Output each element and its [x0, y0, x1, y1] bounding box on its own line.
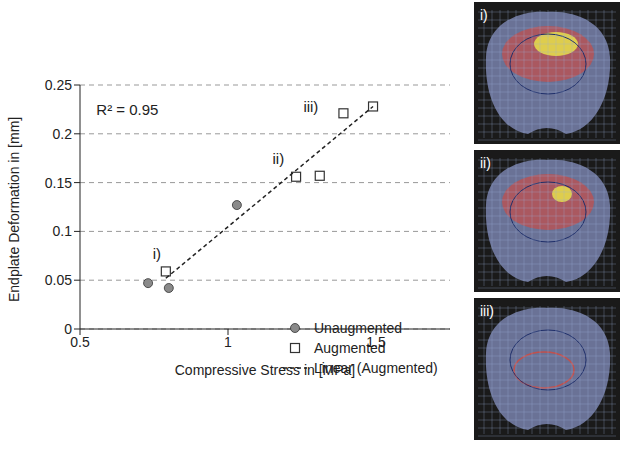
svg-text:iii): iii) — [480, 303, 494, 319]
svg-text:iii): iii) — [303, 98, 318, 115]
svg-text:0.2: 0.2 — [53, 126, 73, 142]
svg-text:0.25: 0.25 — [45, 77, 72, 93]
svg-text:0: 0 — [64, 321, 72, 337]
svg-text:1.5: 1.5 — [366, 334, 386, 350]
svg-text:R² = 0.95: R² = 0.95 — [96, 101, 158, 118]
svg-text:0.15: 0.15 — [45, 175, 72, 191]
svg-text:ii): ii) — [480, 155, 491, 171]
svg-text:Compressive Stress in [MPa]: Compressive Stress in [MPa] — [175, 362, 356, 378]
svg-text:1: 1 — [224, 334, 232, 350]
svg-text:i): i) — [153, 245, 161, 262]
svg-text:0.5: 0.5 — [70, 334, 90, 350]
svg-text:0.1: 0.1 — [53, 223, 73, 239]
svg-text:Endplate Deformation in [mm]: Endplate Deformation in [mm] — [6, 117, 22, 302]
svg-text:i): i) — [480, 7, 488, 23]
svg-text:ii): ii) — [272, 150, 284, 167]
svg-text:0.05: 0.05 — [45, 272, 72, 288]
